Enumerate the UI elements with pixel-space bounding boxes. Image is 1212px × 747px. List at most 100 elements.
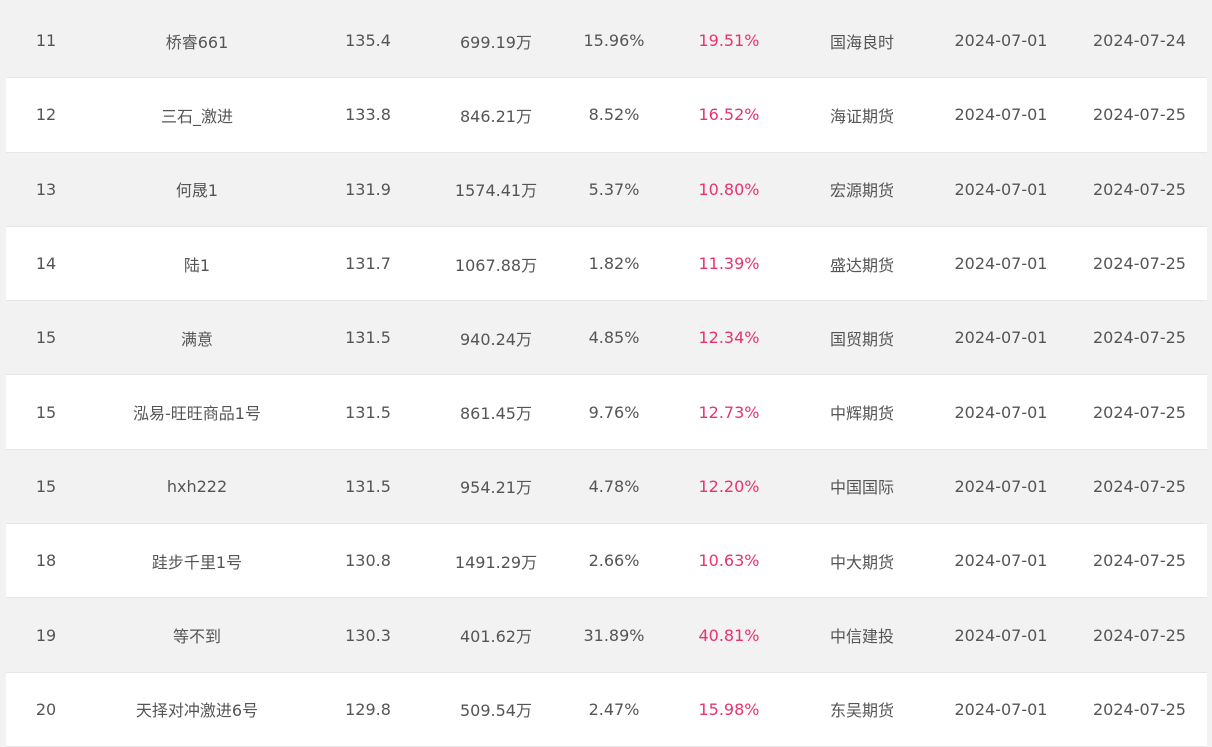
equity-cell: 1491.29万 [428, 523, 564, 599]
equity-cell: 509.54万 [428, 672, 564, 747]
broker-cell: 海证期货 [794, 77, 930, 153]
broker-cell: 中辉期货 [794, 374, 930, 450]
account-name-cell: 桥睿661 [86, 4, 308, 79]
start-date-cell: 2024-07-01 [930, 523, 1072, 599]
score-cell: 129.8 [308, 672, 428, 747]
rank-cell: 20 [6, 672, 86, 747]
ranking-table: 11 桥睿661 135.4 699.19万 15.96% 19.51% 国海良时 2024-… [6, 4, 1207, 747]
broker-cell: 中大期货 [794, 523, 930, 599]
table-row[interactable]: 19 等不到 130.3 401.62万 31.89% 40.81% 中信建投 2024-07… [6, 597, 1207, 673]
score-cell: 130.3 [308, 597, 428, 673]
broker-cell: 宏源期货 [794, 152, 930, 227]
rank-cell: 18 [6, 523, 86, 599]
return-cell: 10.80% [664, 152, 794, 227]
broker-cell: 东吴期货 [794, 672, 930, 747]
ranking-table-container: 11 桥睿661 135.4 699.19万 15.96% 19.51% 国海良时 2024-… [6, 4, 1207, 747]
score-cell: 131.5 [308, 449, 428, 525]
rank-cell: 11 [6, 4, 86, 79]
equity-cell: 1574.41万 [428, 152, 564, 227]
account-name-cell: 陆1 [86, 226, 308, 302]
score-cell: 131.7 [308, 226, 428, 302]
table-row[interactable]: 18 跬步千里1号 130.8 1491.29万 2.66% 10.63% 中大期货 2024… [6, 523, 1207, 599]
drawdown-cell: 2.47% [564, 672, 664, 747]
end-date-cell: 2024-07-25 [1072, 672, 1207, 747]
broker-cell: 国海良时 [794, 4, 930, 79]
end-date-cell: 2024-07-25 [1072, 226, 1207, 302]
return-cell: 12.73% [664, 374, 794, 450]
return-cell: 19.51% [664, 4, 794, 79]
score-cell: 133.8 [308, 77, 428, 153]
start-date-cell: 2024-07-01 [930, 374, 1072, 450]
table-row[interactable]: 11 桥睿661 135.4 699.19万 15.96% 19.51% 国海良时 2024-… [6, 4, 1207, 79]
rank-cell: 15 [6, 449, 86, 525]
end-date-cell: 2024-07-25 [1072, 152, 1207, 227]
end-date-cell: 2024-07-25 [1072, 449, 1207, 525]
equity-cell: 861.45万 [428, 374, 564, 450]
table-row[interactable]: 15 满意 131.5 940.24万 4.85% 12.34% 国贸期货 2024-07-0… [6, 300, 1207, 376]
drawdown-cell: 1.82% [564, 226, 664, 302]
drawdown-cell: 5.37% [564, 152, 664, 227]
equity-cell: 954.21万 [428, 449, 564, 525]
start-date-cell: 2024-07-01 [930, 300, 1072, 376]
return-cell: 12.34% [664, 300, 794, 376]
start-date-cell: 2024-07-01 [930, 597, 1072, 673]
start-date-cell: 2024-07-01 [930, 449, 1072, 525]
equity-cell: 699.19万 [428, 4, 564, 79]
score-cell: 135.4 [308, 4, 428, 79]
account-name-cell: 泓易-旺旺商品1号 [86, 374, 308, 450]
equity-cell: 940.24万 [428, 300, 564, 376]
start-date-cell: 2024-07-01 [930, 152, 1072, 227]
end-date-cell: 2024-07-25 [1072, 374, 1207, 450]
table-row[interactable]: 13 何晟1 131.9 1574.41万 5.37% 10.80% 宏源期货 2024-07… [6, 152, 1207, 227]
table-row[interactable]: 12 三石_激进 133.8 846.21万 8.52% 16.52% 海证期货 2024-0… [6, 77, 1207, 153]
score-cell: 131.5 [308, 300, 428, 376]
start-date-cell: 2024-07-01 [930, 4, 1072, 79]
table-row[interactable]: 14 陆1 131.7 1067.88万 1.82% 11.39% 盛达期货 2024-07-… [6, 226, 1207, 302]
rank-cell: 13 [6, 152, 86, 227]
end-date-cell: 2024-07-25 [1072, 523, 1207, 599]
start-date-cell: 2024-07-01 [930, 77, 1072, 153]
account-name-cell: 何晟1 [86, 152, 308, 227]
broker-cell: 盛达期货 [794, 226, 930, 302]
score-cell: 131.5 [308, 374, 428, 450]
broker-cell: 中国国际 [794, 449, 930, 525]
equity-cell: 401.62万 [428, 597, 564, 673]
table-row[interactable]: 15 hxh222 131.5 954.21万 4.78% 12.20% 中国国际 2024-… [6, 449, 1207, 525]
drawdown-cell: 2.66% [564, 523, 664, 599]
return-cell: 40.81% [664, 597, 794, 673]
broker-cell: 国贸期货 [794, 300, 930, 376]
table-row[interactable]: 15 泓易-旺旺商品1号 131.5 861.45万 9.76% 12.73% 中辉期货 20… [6, 374, 1207, 450]
rank-cell: 14 [6, 226, 86, 302]
drawdown-cell: 15.96% [564, 4, 664, 79]
rank-cell: 19 [6, 597, 86, 673]
return-cell: 12.20% [664, 449, 794, 525]
account-name-cell: 跬步千里1号 [86, 523, 308, 599]
rank-cell: 15 [6, 374, 86, 450]
score-cell: 130.8 [308, 523, 428, 599]
start-date-cell: 2024-07-01 [930, 672, 1072, 747]
drawdown-cell: 9.76% [564, 374, 664, 450]
table-row[interactable]: 20 天择对冲激进6号 129.8 509.54万 2.47% 15.98% 东吴期货 202… [6, 672, 1207, 747]
drawdown-cell: 8.52% [564, 77, 664, 153]
return-cell: 10.63% [664, 523, 794, 599]
rank-cell: 12 [6, 77, 86, 153]
account-name-cell: 天择对冲激进6号 [86, 672, 308, 747]
account-name-cell: 等不到 [86, 597, 308, 673]
end-date-cell: 2024-07-25 [1072, 597, 1207, 673]
equity-cell: 846.21万 [428, 77, 564, 153]
account-name-cell: 三石_激进 [86, 77, 308, 153]
drawdown-cell: 31.89% [564, 597, 664, 673]
broker-cell: 中信建投 [794, 597, 930, 673]
account-name-cell: 满意 [86, 300, 308, 376]
ranking-table-body: 11 桥睿661 135.4 699.19万 15.96% 19.51% 国海良时 2024-… [6, 4, 1207, 747]
return-cell: 11.39% [664, 226, 794, 302]
account-name-cell: hxh222 [86, 449, 308, 525]
score-cell: 131.9 [308, 152, 428, 227]
drawdown-cell: 4.85% [564, 300, 664, 376]
end-date-cell: 2024-07-24 [1072, 4, 1207, 79]
equity-cell: 1067.88万 [428, 226, 564, 302]
return-cell: 15.98% [664, 672, 794, 747]
end-date-cell: 2024-07-25 [1072, 300, 1207, 376]
start-date-cell: 2024-07-01 [930, 226, 1072, 302]
end-date-cell: 2024-07-25 [1072, 77, 1207, 153]
